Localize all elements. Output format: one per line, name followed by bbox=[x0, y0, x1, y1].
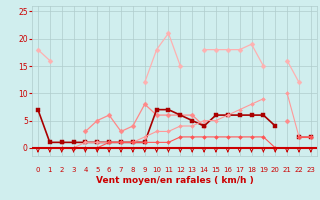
X-axis label: Vent moyen/en rafales ( km/h ): Vent moyen/en rafales ( km/h ) bbox=[96, 176, 253, 185]
